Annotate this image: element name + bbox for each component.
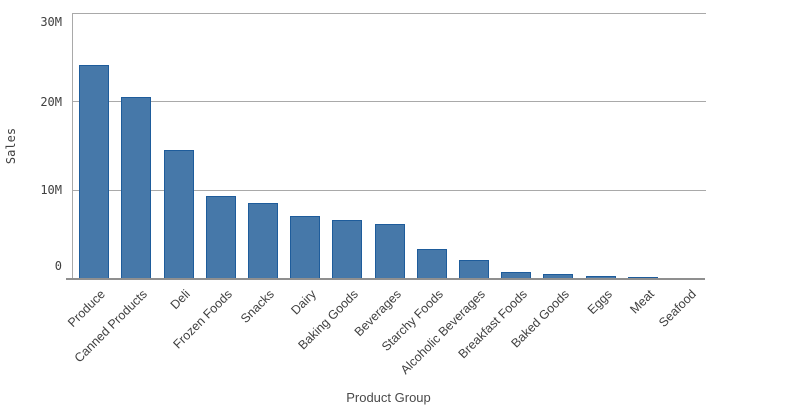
bar-eggs[interactable]: [585, 275, 616, 279]
gridline-20M: [73, 101, 706, 103]
bar-beverages[interactable]: [374, 224, 405, 279]
x-axis-title: Product Group: [346, 390, 431, 405]
bar-dairy[interactable]: [290, 216, 321, 279]
bar-produce[interactable]: [79, 65, 110, 279]
bar-canned-products[interactable]: [121, 97, 152, 279]
bar-breakfast-foods[interactable]: [501, 271, 532, 279]
gridline-30M: [73, 13, 706, 14]
bar-baking-goods[interactable]: [332, 219, 363, 279]
y-axis-title: Sales: [4, 127, 18, 165]
bar-baked-goods[interactable]: [543, 273, 574, 279]
y-tick-label-0: 0: [54, 259, 62, 273]
y-tick-label-30M: 30M: [40, 15, 62, 29]
bar-frozen-foods[interactable]: [205, 195, 236, 279]
y-tick-label-20M: 20M: [40, 94, 62, 109]
plot-area: [72, 13, 706, 279]
bar-deli[interactable]: [163, 149, 194, 279]
bar-snacks[interactable]: [247, 202, 278, 279]
x-axis-line: [66, 278, 705, 280]
bar-starchy-foods[interactable]: [416, 248, 447, 279]
bar-alcoholic-beverages[interactable]: [458, 259, 489, 279]
y-tick-label-10M: 10M: [40, 183, 62, 198]
